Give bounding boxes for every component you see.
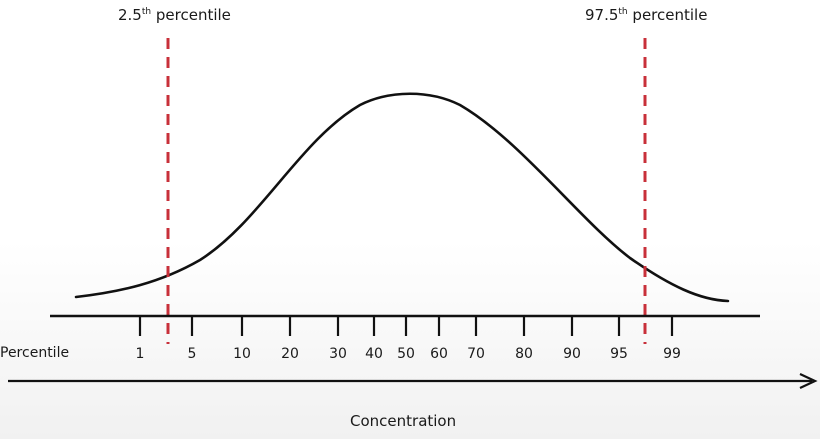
percentile-tick-label-30: 30 bbox=[329, 346, 347, 362]
percentile-ticks bbox=[138, 316, 674, 336]
percentile-tick-label-60: 60 bbox=[430, 346, 448, 362]
percentile-tick-label-95: 95 bbox=[610, 346, 628, 362]
percentile-tick-label-20: 20 bbox=[281, 346, 299, 362]
percentile-tick-label-80: 80 bbox=[515, 346, 533, 362]
percentile-tick-label-90: 90 bbox=[563, 346, 581, 362]
lower-percentile-value: 2.5 bbox=[118, 6, 142, 24]
percentile-tick-label-50: 50 bbox=[397, 346, 415, 362]
lower-percentile-suffix: th bbox=[141, 7, 152, 17]
normal-distribution-curve bbox=[74, 92, 730, 303]
percentile-tick-label-40: 40 bbox=[365, 346, 383, 362]
percentile-tick-label-5: 5 bbox=[187, 346, 197, 362]
upper-percentile-suffix: th bbox=[618, 7, 628, 17]
percentile-axis-label: Percentile bbox=[0, 345, 70, 361]
percentile-tick-label-99: 99 bbox=[663, 346, 681, 362]
percentile-tick-label-70: 70 bbox=[467, 346, 485, 362]
lower-percentile-word: percentile bbox=[155, 6, 231, 24]
upper-percentile-label: 97.5th percentile bbox=[585, 6, 707, 24]
percentile-tick-label-10: 10 bbox=[233, 346, 251, 362]
upper-percentile-value: 97.5 bbox=[585, 6, 619, 24]
concentration-axis-arrowhead bbox=[799, 373, 818, 389]
upper-percentile-word: percentile bbox=[632, 6, 708, 24]
lower-percentile-label: 2.5th percentile bbox=[118, 6, 231, 24]
concentration-axis-label: Concentration bbox=[350, 412, 457, 430]
percentile-tick-label-1: 1 bbox=[135, 346, 145, 362]
